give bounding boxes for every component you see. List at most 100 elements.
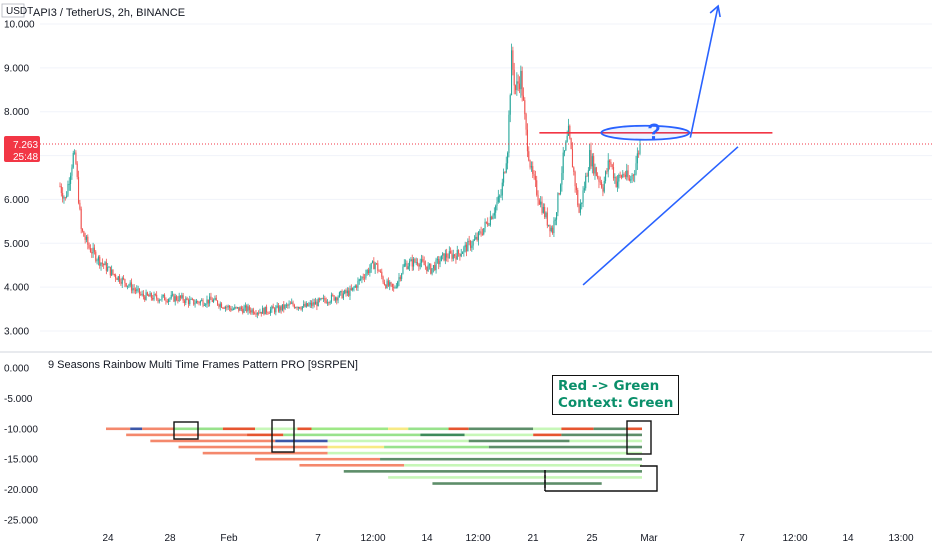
candle-body: [62, 193, 64, 199]
indicator-segment: [255, 427, 298, 431]
candle-body: [374, 263, 376, 270]
candle-body: [109, 266, 111, 276]
candle-body: [113, 274, 115, 275]
annotation-box[interactable]: Red -> Green Context: Green: [552, 375, 680, 415]
candle-body: [346, 290, 348, 294]
candle-body: [616, 181, 619, 187]
candle-body: [440, 255, 442, 262]
candle-body: [534, 175, 536, 181]
support-trendline[interactable]: [582, 146, 739, 286]
projection-arrow[interactable]: [689, 5, 719, 138]
candle-body: [178, 295, 180, 301]
time-axis-label: 7: [315, 533, 321, 544]
time-axis[interactable]: 24 28 Feb 7 12:00 14 12:00 21 25 Mar 7 12:00 14 13:00: [102, 533, 914, 544]
chart-header: USDT API3 / TetherUS, 2h, BINANCE: [1, 3, 185, 19]
time-axis-label: 14: [842, 533, 854, 544]
candle-body: [405, 263, 407, 265]
candle-body: [439, 261, 441, 265]
candle-body: [496, 202, 498, 206]
candle-body: [517, 81, 519, 84]
candle-body: [451, 252, 453, 259]
candle-body: [305, 303, 307, 307]
indicator-title[interactable]: 9 Seasons Rainbow Multi Time Frames Patt…: [48, 359, 358, 371]
candle-body: [130, 282, 133, 291]
highlight-box-2[interactable]: [271, 419, 295, 453]
candle-body: [436, 258, 438, 260]
candle-body: [345, 290, 347, 294]
candle-body: [415, 262, 417, 263]
time-axis-label: 12:00: [782, 533, 807, 544]
highlight-box-3[interactable]: [626, 420, 652, 455]
candle-body: [367, 270, 370, 274]
candle-body: [123, 277, 125, 280]
candle-body: [608, 160, 611, 163]
candle-body: [545, 212, 547, 218]
candle-body: [469, 241, 472, 248]
candle-body: [206, 299, 208, 305]
candle-body: [154, 294, 156, 295]
candle-body: [370, 262, 372, 269]
candle-body: [526, 129, 528, 152]
time-axis-label: 7: [739, 533, 745, 544]
candle-body: [266, 306, 268, 313]
candle-body: [232, 309, 235, 310]
candle-body: [190, 299, 192, 300]
target-ellipse[interactable]: [600, 124, 691, 141]
candle-body: [81, 228, 84, 232]
candle-body: [119, 276, 121, 282]
candle-body: [565, 141, 567, 151]
candle-body: [140, 294, 142, 296]
user-drawings[interactable]: ?: [40, 4, 932, 286]
candle-body: [332, 294, 334, 296]
price-axis-label: 3.000: [4, 327, 29, 338]
price-axis[interactable]: 10.0009.0008.0007.0006.0005.0004.0003.00…: [4, 20, 35, 338]
symbol-title[interactable]: API3 / TetherUS, 2h, BINANCE: [33, 7, 185, 19]
candle-body: [239, 307, 241, 311]
indicator-segment: [625, 427, 642, 431]
price-axis-label: 4.000: [4, 283, 29, 294]
candle-body: [586, 175, 588, 177]
time-axis-label: Mar: [640, 533, 658, 544]
rainbow-indicator-bars: [106, 427, 642, 485]
highlight-box-1[interactable]: [173, 421, 199, 440]
candle-body: [267, 312, 269, 314]
candle-body: [209, 296, 211, 304]
candle-body: [67, 183, 69, 196]
candle-body: [300, 308, 302, 310]
candle-body: [487, 222, 489, 226]
candle-body: [481, 233, 483, 235]
candle-body: [511, 50, 513, 96]
candle-body: [146, 292, 148, 296]
candle-body: [262, 308, 264, 314]
candle-body: [211, 299, 213, 302]
time-axis-label: 25: [586, 533, 598, 544]
indicator-segment: [150, 439, 276, 443]
candle-body: [328, 302, 330, 304]
candle-body: [121, 277, 123, 284]
indicator-highlight-boxes[interactable]: [173, 419, 658, 492]
candle-body: [561, 173, 563, 185]
indicator-segment: [408, 427, 449, 431]
indicator-axis[interactable]: 0.000 -5.000 -10.000 -15.000 -20.000 -25.000: [4, 364, 38, 527]
indicator-segment: [222, 427, 256, 431]
candle-body: [556, 212, 558, 220]
indicator-segment: [388, 476, 642, 479]
candle-body: [64, 197, 66, 199]
candle-body: [571, 149, 574, 168]
price-axis-label: 9.000: [4, 63, 29, 74]
candle-body: [391, 283, 393, 287]
candle-body: [330, 294, 333, 302]
candle-body: [288, 303, 290, 306]
candle-body: [299, 307, 301, 309]
candle-body: [426, 266, 428, 272]
indicator-axis-label: -5.000: [4, 394, 33, 405]
candle-body: [488, 225, 490, 226]
candle-body: [612, 167, 615, 179]
candle-body: [318, 298, 321, 300]
time-axis-label: Feb: [220, 533, 238, 544]
candle-body: [170, 294, 172, 299]
candle-body: [329, 301, 331, 304]
candle-body: [632, 174, 634, 176]
candle-body: [179, 295, 182, 298]
